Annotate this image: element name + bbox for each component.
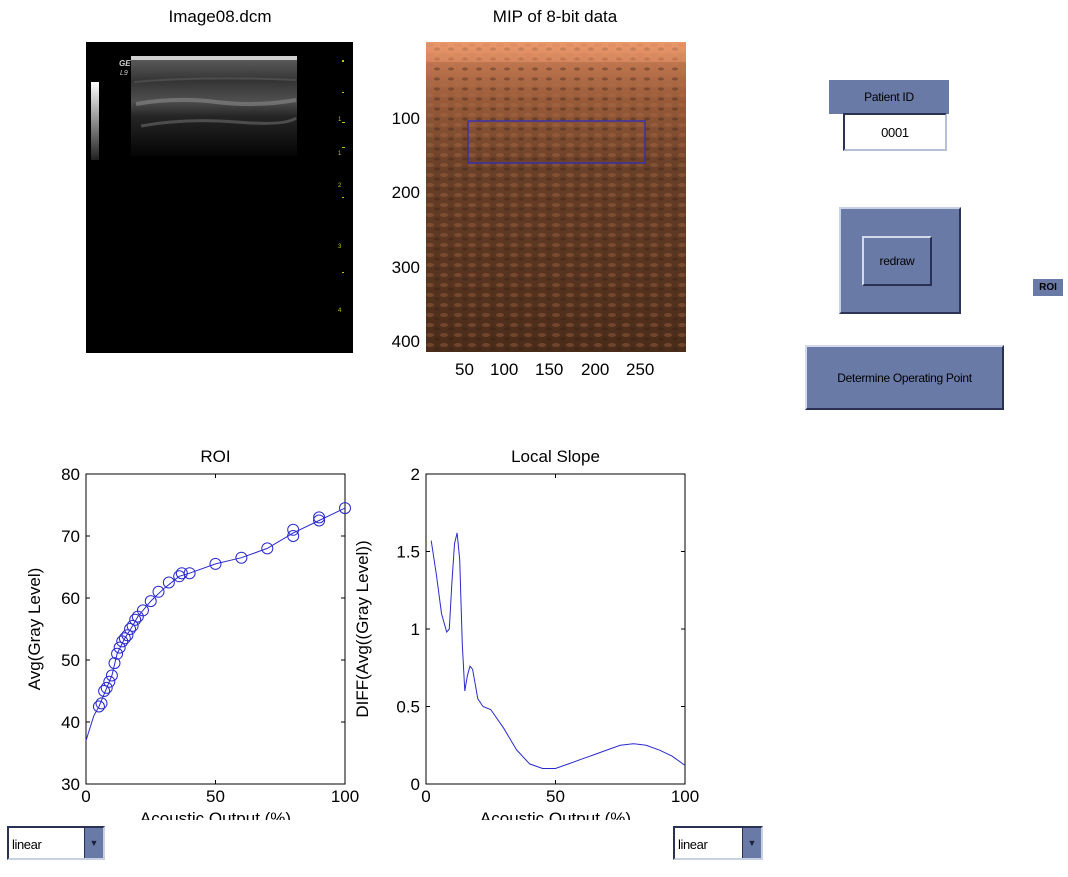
svg-text:4: 4 — [338, 308, 342, 314]
y-axis-label: DIFF(Avg((Gray Level)) — [353, 540, 372, 717]
svg-text:1: 1 — [338, 117, 342, 123]
y-tick-label: 1 — [411, 620, 420, 639]
series-line — [430, 532, 686, 769]
y-tick-label: 60 — [61, 589, 80, 608]
mip-xtick: 50 — [455, 360, 474, 379]
svg-text:3: 3 — [338, 244, 342, 250]
mip-title: MIP of 8-bit data — [492, 7, 618, 26]
grayscale-bar — [91, 82, 99, 160]
data-point — [124, 623, 137, 635]
data-point — [108, 657, 121, 670]
svg-text:GE: GE — [119, 59, 131, 68]
plot-area — [425, 473, 686, 785]
determine-operating-point-button[interactable]: Determine Operating Point — [805, 345, 1004, 410]
y-tick-label: 30 — [61, 775, 80, 794]
ultrasound-image: GE L9 1 1 2 3 4 — [86, 42, 353, 353]
mip-ytick: 300 — [392, 258, 420, 277]
mip-xtick: 200 — [581, 360, 610, 379]
data-point — [129, 613, 142, 626]
chart-title: ROI — [200, 447, 230, 466]
data-point — [105, 669, 118, 682]
x-tick-label: 100 — [331, 787, 359, 806]
plot-area — [85, 473, 346, 785]
mip-ytick: 400 — [392, 332, 420, 351]
chevron-down-icon[interactable]: ▼ — [84, 828, 103, 858]
roi-rectangle — [467, 120, 646, 164]
mip-image — [426, 42, 686, 352]
data-point — [111, 647, 124, 660]
mip-xtick: 150 — [535, 360, 564, 379]
roi-chart: ROI 0 50 100 30 40 50 60 70 80 Acoustic Output (%)… — [25, 447, 359, 820]
data-point — [235, 551, 248, 564]
x-axis-label: Acoustic Output (%) — [140, 809, 291, 820]
y-axis-label: Avg(Gray Level) — [25, 568, 44, 691]
series-line — [85, 507, 346, 741]
local-slope-chart: Local Slope 0 50 100 0 0.5 1 1.5 2 Acoustic Outpu… — [353, 447, 699, 820]
data-point — [313, 511, 326, 524]
redraw-button[interactable]: redraw — [862, 236, 932, 286]
x-tick-label: 0 — [81, 787, 90, 806]
data-point — [261, 542, 274, 555]
y-tick-label: 50 — [61, 651, 80, 670]
data-point — [113, 641, 126, 654]
data-point — [313, 514, 326, 527]
y-tick-label: 1.5 — [396, 543, 420, 562]
mip-ytick: 200 — [392, 183, 420, 202]
svg-text:2: 2 — [338, 183, 342, 189]
data-point — [209, 557, 222, 570]
data-point — [183, 567, 196, 580]
x-tick-label: 100 — [671, 787, 699, 806]
patient-id-label: Patient ID — [829, 80, 949, 114]
svg-text:1: 1 — [338, 151, 342, 157]
roi-badge: ROI — [1033, 279, 1063, 296]
data-point — [126, 619, 139, 632]
data-point — [287, 523, 300, 536]
data-point — [98, 685, 111, 697]
y-tick-label: 2 — [411, 465, 420, 484]
data-point — [144, 595, 157, 608]
data-point — [162, 576, 175, 589]
data-point — [121, 629, 134, 642]
data-point — [118, 632, 131, 645]
scale-select-left[interactable]: linear ▼ — [7, 826, 105, 860]
y-tick-label: 40 — [61, 713, 80, 732]
mip-xtick: 100 — [490, 360, 519, 379]
scale-select-right-value: linear — [678, 837, 708, 852]
ultrasound-title: Image08.dcm — [168, 7, 272, 26]
data-point — [339, 502, 351, 515]
chart-title: Local Slope — [511, 447, 600, 466]
patient-id-input[interactable] — [843, 113, 947, 151]
chevron-down-icon[interactable]: ▼ — [742, 828, 761, 858]
y-tick-label: 0.5 — [396, 698, 420, 717]
x-axis-label: Acoustic Output (%) — [480, 809, 631, 820]
x-tick-label: 50 — [206, 787, 225, 806]
x-tick-label: 0 — [421, 787, 430, 806]
svg-text:L9: L9 — [120, 70, 128, 77]
x-tick-label: 50 — [546, 787, 565, 806]
data-point — [100, 681, 113, 694]
data-point — [175, 567, 188, 580]
y-tick-label: 70 — [61, 527, 80, 546]
scale-select-left-value: linear — [12, 837, 42, 852]
y-tick-label: 80 — [61, 465, 80, 484]
mip-ytick: 100 — [392, 109, 420, 128]
y-tick-label: 0 — [411, 775, 420, 794]
data-point — [287, 530, 300, 542]
scale-select-right[interactable]: linear ▼ — [673, 826, 763, 860]
data-point — [95, 697, 108, 710]
mip-xtick: 250 — [626, 360, 655, 379]
data-point — [152, 585, 165, 598]
data-point — [92, 700, 105, 713]
data-point — [136, 604, 149, 617]
mip-axes: 100 200 300 400 — [392, 109, 420, 351]
data-point — [103, 675, 116, 688]
